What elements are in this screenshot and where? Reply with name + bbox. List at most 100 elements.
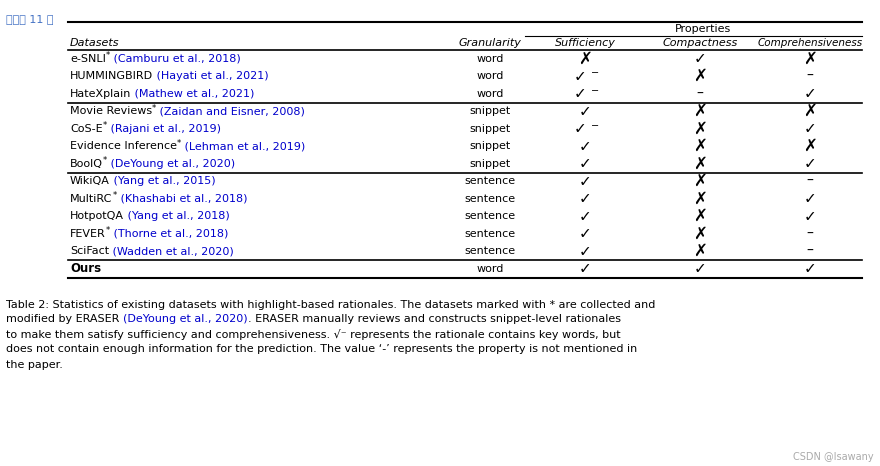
Text: ✓: ✓	[574, 69, 586, 84]
Text: ✓: ✓	[579, 156, 591, 171]
Text: *: *	[152, 104, 157, 113]
Text: –: –	[807, 227, 813, 241]
Text: (DeYoung et al., 2020): (DeYoung et al., 2020)	[107, 159, 235, 169]
Text: FEVER: FEVER	[70, 229, 106, 239]
Text: (Camburu et al., 2018): (Camburu et al., 2018)	[110, 54, 241, 64]
Text: sentence: sentence	[465, 229, 516, 239]
Text: *: *	[106, 226, 110, 235]
Text: ✓: ✓	[579, 209, 591, 224]
Text: Movie Reviews: Movie Reviews	[70, 106, 152, 116]
Text: (Hayati et al., 2021): (Hayati et al., 2021)	[153, 71, 268, 81]
Text: ✓: ✓	[579, 174, 591, 189]
Text: to make them satisfy sufficiency and comprehensiveness. √⁻ represents the ration: to make them satisfy sufficiency and com…	[6, 329, 620, 341]
Text: ✓: ✓	[579, 261, 591, 276]
Text: 前往第 11 页: 前往第 11 页	[6, 14, 54, 24]
Text: sentence: sentence	[465, 246, 516, 256]
Text: ✓: ✓	[803, 156, 817, 171]
Text: ✓: ✓	[574, 121, 586, 136]
Text: ✗: ✗	[693, 67, 707, 85]
Text: Granularity: Granularity	[458, 38, 522, 48]
Text: snippet: snippet	[469, 159, 510, 169]
Text: *: *	[177, 139, 181, 148]
Text: Datasets: Datasets	[70, 38, 120, 48]
Text: the paper.: the paper.	[6, 359, 62, 370]
Text: word: word	[476, 264, 503, 274]
Text: *: *	[106, 51, 110, 60]
Text: snippet: snippet	[469, 106, 510, 116]
Text: Table 2: Statistics of existing datasets with highlight-based rationales. The da: Table 2: Statistics of existing datasets…	[6, 300, 656, 309]
Text: ✗: ✗	[693, 155, 707, 173]
Text: –: –	[807, 174, 813, 188]
Text: ✓: ✓	[803, 209, 817, 224]
Text: . ERASER manually reviews and constructs snippet-level rationales: . ERASER manually reviews and constructs…	[247, 315, 620, 324]
Text: ✓: ✓	[693, 261, 707, 276]
Text: *: *	[103, 121, 106, 130]
Text: ✓: ✓	[579, 191, 591, 206]
Text: Comprehensiveness: Comprehensiveness	[758, 38, 862, 48]
Text: ✓: ✓	[803, 261, 817, 276]
Text: modified by ERASER: modified by ERASER	[6, 315, 123, 324]
Text: Compactness: Compactness	[663, 38, 737, 48]
Text: ✗: ✗	[693, 207, 707, 225]
Text: ✓: ✓	[803, 86, 817, 101]
Text: snippet: snippet	[469, 141, 510, 151]
Text: −: −	[591, 121, 599, 131]
Text: Properties: Properties	[674, 24, 730, 34]
Text: (Zaidan and Eisner, 2008): (Zaidan and Eisner, 2008)	[157, 106, 305, 116]
Text: snippet: snippet	[469, 124, 510, 134]
Text: ✓: ✓	[803, 191, 817, 206]
Text: (Khashabi et al., 2018): (Khashabi et al., 2018)	[117, 194, 247, 204]
Text: ✗: ✗	[803, 137, 817, 155]
Text: sentence: sentence	[465, 176, 516, 186]
Text: HUMMINGBIRD: HUMMINGBIRD	[70, 71, 153, 81]
Text: Ours: Ours	[70, 262, 101, 275]
Text: (Yang et al., 2015): (Yang et al., 2015)	[110, 176, 216, 186]
Text: (Wadden et al., 2020): (Wadden et al., 2020)	[109, 246, 234, 256]
Text: −: −	[591, 68, 599, 78]
Text: BoolQ: BoolQ	[70, 159, 103, 169]
Text: ✗: ✗	[693, 225, 707, 243]
Text: SciFact: SciFact	[70, 246, 109, 256]
Text: ✗: ✗	[693, 242, 707, 260]
Text: CoS-E: CoS-E	[70, 124, 103, 134]
Text: (Yang et al., 2018): (Yang et al., 2018)	[124, 211, 230, 221]
Text: (Rajani et al., 2019): (Rajani et al., 2019)	[106, 124, 221, 134]
Text: −: −	[591, 86, 599, 96]
Text: ✗: ✗	[693, 102, 707, 120]
Text: ✓: ✓	[579, 244, 591, 259]
Text: ✗: ✗	[578, 50, 592, 68]
Text: –: –	[807, 244, 813, 258]
Text: HotpotQA: HotpotQA	[70, 211, 124, 221]
Text: ✓: ✓	[693, 51, 707, 66]
Text: CSDN @Isawany: CSDN @Isawany	[794, 452, 874, 462]
Text: MultiRC: MultiRC	[70, 194, 113, 204]
Text: ✗: ✗	[693, 172, 707, 190]
Text: (DeYoung et al., 2020): (DeYoung et al., 2020)	[123, 315, 247, 324]
Text: WikiQA: WikiQA	[70, 176, 110, 186]
Text: Sufficiency: Sufficiency	[554, 38, 615, 48]
Text: sentence: sentence	[465, 194, 516, 204]
Text: word: word	[476, 54, 503, 64]
Text: ✓: ✓	[803, 121, 817, 136]
Text: sentence: sentence	[465, 211, 516, 221]
Text: *: *	[103, 156, 107, 165]
Text: e-SNLI: e-SNLI	[70, 54, 106, 64]
Text: word: word	[476, 71, 503, 81]
Text: –: –	[697, 87, 703, 101]
Text: Evidence Inference: Evidence Inference	[70, 141, 177, 151]
Text: ✗: ✗	[803, 102, 817, 120]
Text: (Thorne et al., 2018): (Thorne et al., 2018)	[110, 229, 229, 239]
Text: ✓: ✓	[579, 139, 591, 154]
Text: ✗: ✗	[803, 50, 817, 68]
Text: *: *	[113, 191, 117, 200]
Text: HateXplain: HateXplain	[70, 89, 131, 99]
Text: (Mathew et al., 2021): (Mathew et al., 2021)	[131, 89, 254, 99]
Text: ✗: ✗	[693, 190, 707, 208]
Text: does not contain enough information for the prediction. The value ‘-’ represents: does not contain enough information for …	[6, 344, 637, 355]
Text: ✗: ✗	[693, 120, 707, 138]
Text: word: word	[476, 89, 503, 99]
Text: (Lehman et al., 2019): (Lehman et al., 2019)	[181, 141, 305, 151]
Text: –: –	[807, 69, 813, 83]
Text: ✓: ✓	[574, 86, 586, 101]
Text: ✗: ✗	[693, 137, 707, 155]
